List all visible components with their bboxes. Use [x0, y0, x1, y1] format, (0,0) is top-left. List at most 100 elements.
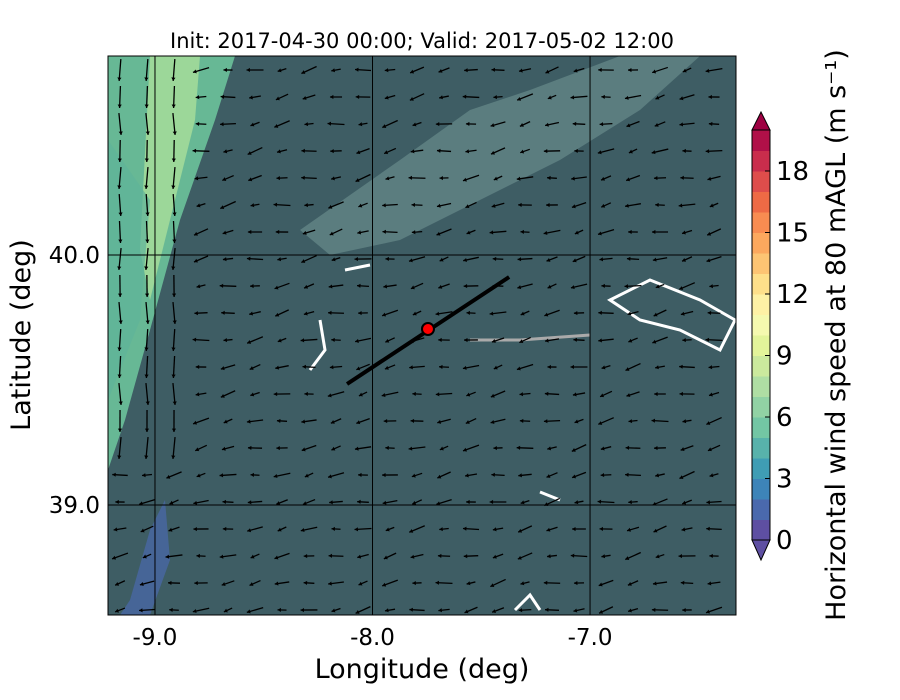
wind-arrow-head — [300, 607, 305, 613]
wind-arrow-head — [438, 68, 443, 73]
wind-arrow-head — [492, 609, 497, 613]
wind-arrow — [172, 112, 176, 136]
wind-arrow-head — [520, 581, 525, 586]
wind-arrow-head — [625, 203, 629, 208]
wind-vectors — [111, 58, 723, 614]
wind-arrow-head — [625, 367, 630, 371]
wind-arrow-head — [247, 340, 252, 344]
wind-arrow-head — [409, 365, 413, 370]
wind-arrow-head — [277, 149, 281, 154]
wind-arrow-head — [682, 68, 687, 73]
wind-arrow-head — [273, 202, 278, 207]
wind-arrow-head — [169, 500, 174, 505]
wind-arrow-head — [172, 212, 177, 216]
wind-arrow — [172, 247, 176, 271]
wind-arrow-head — [118, 320, 123, 324]
wind-arrow-head — [171, 347, 176, 351]
wind-arrow-head — [220, 393, 225, 398]
wind-arrow-head — [654, 122, 659, 127]
wind-arrow-head — [545, 69, 550, 74]
wind-arrow-head — [707, 447, 712, 452]
wind-arrow-head — [464, 337, 468, 343]
wind-arrow — [172, 301, 176, 325]
wind-arrow-head — [168, 580, 172, 585]
wind-arrow-head — [545, 607, 549, 612]
wind-arrow-head — [680, 447, 685, 452]
wind-arrow-head — [651, 229, 656, 235]
wind-arrow-head — [518, 68, 523, 73]
wind-arrow — [145, 301, 149, 325]
wind-arrow-head — [274, 555, 279, 560]
wind-arrow-head — [357, 499, 361, 504]
wind-arrow-head — [195, 121, 200, 126]
y-tick-label: 40.0 — [49, 243, 100, 269]
wind-arrow-head — [679, 96, 684, 101]
wind-arrow-head — [490, 583, 495, 587]
wind-arrow-head — [171, 455, 176, 459]
wind-arrow-head — [412, 391, 416, 397]
wind-arrow-head — [304, 284, 309, 289]
wind-arrow-head — [303, 553, 308, 559]
wind-arrow-head — [597, 231, 602, 236]
wind-arrow-head — [601, 554, 606, 559]
colorbar-band — [752, 376, 770, 397]
wind-arrow-head — [302, 95, 307, 100]
wind-arrow-head — [466, 310, 471, 315]
wind-arrow-head — [331, 68, 336, 73]
wind-arrow-head — [547, 284, 552, 289]
wind-arrow-head — [600, 393, 605, 398]
wind-arrow-head — [682, 500, 687, 505]
wind-arrow-head — [117, 428, 123, 432]
wind-arrow-head — [680, 580, 685, 585]
wind-arrow-head — [219, 473, 224, 478]
wind-arrow-head — [601, 176, 606, 181]
wind-arrow-head — [546, 527, 551, 532]
wind-arrow-head — [304, 203, 309, 208]
wind-arrow — [145, 220, 149, 244]
wind-arrow-head — [222, 526, 227, 532]
wind-arrow-head — [651, 607, 656, 612]
map-background — [108, 56, 736, 615]
wind-arrow-head — [572, 392, 577, 397]
wind-arrow-head — [546, 202, 550, 208]
wind-arrow-head — [598, 421, 603, 425]
y-axis-label: Latitude (deg) — [6, 239, 37, 431]
wind-arrow — [145, 247, 149, 271]
wind-arrow-head — [519, 392, 524, 397]
wind-arrow-head — [573, 580, 578, 586]
wind-arrow-head — [168, 527, 173, 532]
wind-arrow-head — [436, 231, 441, 236]
wind-arrow — [172, 193, 176, 217]
wind-arrow-head — [466, 581, 471, 586]
wind-arrow-head — [219, 283, 224, 288]
wind-arrow-head — [385, 445, 389, 450]
wind-arrow-head — [171, 266, 176, 270]
x-tick-label: -8.0 — [350, 625, 395, 651]
colorbar-band — [752, 437, 770, 459]
wind-arrow-head — [117, 455, 122, 459]
colorbar-band — [752, 191, 770, 213]
wind-arrow-head — [356, 366, 361, 371]
wind-arrow-head — [222, 230, 227, 235]
wind-arrow-head — [653, 528, 658, 533]
wind-arrow-head — [118, 293, 123, 297]
wind-arrow-head — [247, 229, 252, 235]
wind-arrow-head — [680, 175, 684, 180]
wind-arrow-head — [273, 391, 278, 397]
wind-arrow-head — [385, 338, 390, 343]
wind-arrow-head — [139, 501, 143, 506]
wind-arrow-head — [573, 608, 578, 613]
wind-arrow — [118, 85, 122, 109]
wind-arrow-head — [221, 582, 226, 587]
wind-arrow-head — [171, 158, 176, 162]
wind-arrow-head — [572, 474, 577, 479]
wind-arrow-head — [381, 393, 386, 398]
colorbar-band — [752, 253, 770, 274]
wind-arrow-head — [144, 347, 149, 351]
wind-arrow-head — [408, 258, 413, 263]
wind-arrow-head — [144, 158, 149, 162]
wind-arrow-head — [681, 527, 686, 532]
wind-arrow-head — [520, 311, 525, 316]
wind-arrow-head — [545, 122, 549, 127]
gap-contour — [470, 333, 591, 342]
